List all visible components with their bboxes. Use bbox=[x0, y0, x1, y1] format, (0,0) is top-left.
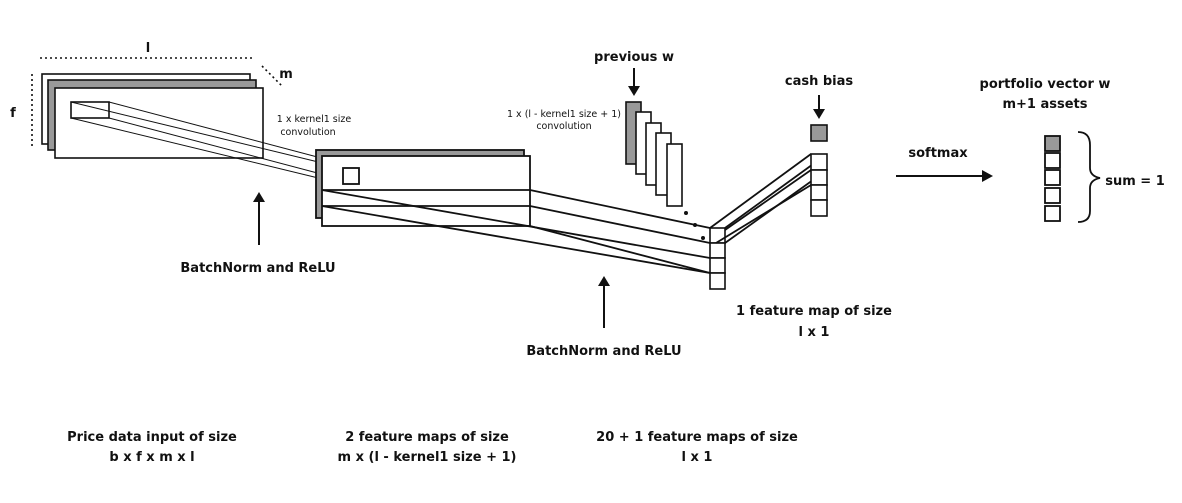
conv2-projection-lines bbox=[321, 189, 711, 274]
feature-maps-2 bbox=[315, 149, 531, 227]
column-to-output-lines bbox=[709, 153, 828, 244]
caption-feature2-line1: 2 feature maps of size bbox=[345, 430, 509, 445]
length-label: l bbox=[146, 41, 150, 56]
column-cell-2 bbox=[709, 242, 726, 259]
feature-map-label-line2: l x 1 bbox=[799, 325, 830, 340]
previous-w-label: previous w bbox=[594, 50, 674, 65]
conv1-label-line1: 1 x kernel1 size bbox=[277, 114, 352, 125]
height-label: f bbox=[10, 106, 16, 121]
caption-input-line1: Price data input of size bbox=[67, 430, 237, 445]
portfolio-cell-3 bbox=[1044, 187, 1061, 204]
stack-continuation-dots bbox=[684, 211, 705, 240]
column-cell-1 bbox=[709, 227, 726, 244]
batchnorm-2-arrow bbox=[598, 276, 610, 328]
caption-feature21-line1: 20 + 1 feature maps of size bbox=[596, 430, 798, 445]
portfolio-cash-cell bbox=[1044, 135, 1061, 152]
portfolio-cell-4 bbox=[1044, 205, 1061, 222]
batchnorm-1-arrow bbox=[253, 192, 265, 245]
caption-feature2-line2: m x (l - kernel1 size + 1) bbox=[338, 450, 517, 465]
batchnorm-1-label: BatchNorm and ReLU bbox=[180, 261, 335, 276]
portfolio-label-line1: portfolio vector w bbox=[980, 77, 1111, 92]
portfolio-label-line2: m+1 assets bbox=[1002, 97, 1087, 112]
kernel1-window bbox=[70, 101, 110, 119]
output-cell-2 bbox=[810, 169, 828, 186]
cash-bias-column bbox=[810, 124, 828, 217]
output-cell-3 bbox=[810, 184, 828, 201]
conv2-label-line2: convolution bbox=[536, 121, 591, 132]
conv2-label-line1: 1 x (l - kernel1 size + 1) bbox=[507, 109, 621, 120]
cash-bias-cell bbox=[810, 124, 828, 142]
softmax-label: softmax bbox=[908, 146, 968, 161]
feature-map-label-line1: 1 feature map of size bbox=[736, 304, 892, 319]
softmax-arrow bbox=[896, 170, 993, 182]
conv1-output-cell bbox=[342, 167, 360, 185]
cash-bias-label: cash bias bbox=[785, 74, 854, 89]
output-cell-1 bbox=[810, 153, 828, 171]
input-tensor bbox=[31, 57, 284, 159]
conv1-label-line2: convolution bbox=[280, 127, 335, 138]
feature-map-stack-4 bbox=[666, 143, 683, 207]
caption-feature21-line2: l x 1 bbox=[682, 450, 713, 465]
caption-input-line2: b x f x m x l bbox=[109, 450, 194, 465]
previous-w-arrow bbox=[628, 68, 640, 96]
depth-label: m bbox=[279, 67, 293, 82]
batchnorm-2-label: BatchNorm and ReLU bbox=[526, 344, 681, 359]
sum-brace bbox=[1077, 131, 1101, 223]
output-cell-4 bbox=[810, 199, 828, 217]
cash-bias-arrow bbox=[813, 95, 825, 119]
single-feature-map-column bbox=[709, 227, 726, 290]
feature-maps-21-stack bbox=[625, 101, 683, 207]
sum-label: sum = 1 bbox=[1105, 174, 1165, 189]
portfolio-cell-2 bbox=[1044, 169, 1061, 186]
column-cell-3 bbox=[709, 257, 726, 274]
column-cell-4 bbox=[709, 272, 726, 290]
portfolio-cell-1 bbox=[1044, 152, 1061, 169]
portfolio-vector bbox=[1044, 135, 1061, 222]
feature-map-front bbox=[321, 155, 531, 227]
